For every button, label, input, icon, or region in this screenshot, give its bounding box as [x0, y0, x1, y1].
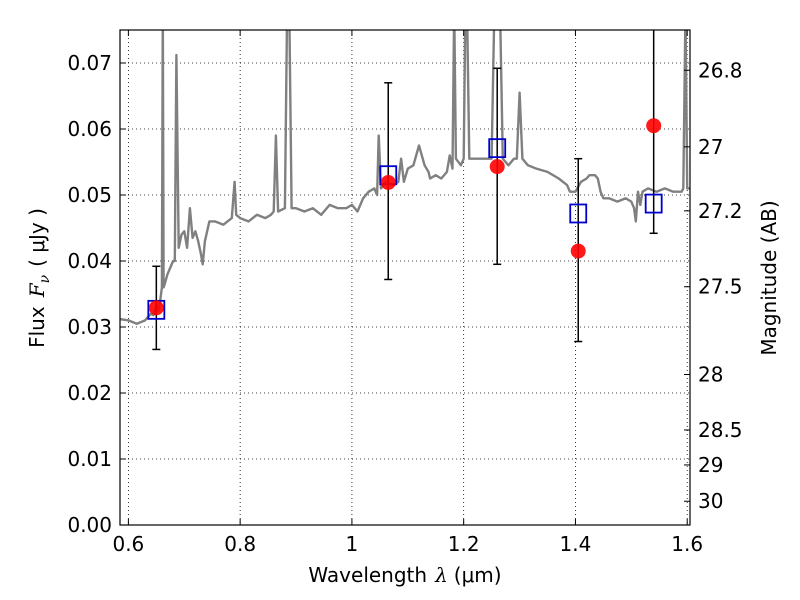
plot-layer [120, 30, 690, 325]
model-square [644, 193, 663, 214]
y-tick-label: 0.07 [67, 51, 112, 75]
y-axis-label-unit: ( μJy ) [25, 208, 49, 267]
y-tick-label: 0.06 [67, 117, 112, 141]
y2-tick-label: 30 [698, 489, 723, 513]
observed-point [489, 159, 505, 175]
model-square [488, 138, 507, 159]
y-axis-label-text: Flux [25, 306, 49, 348]
x-axis-label-text: Wavelength [308, 563, 427, 587]
y2-tick-label: 28.5 [698, 418, 743, 442]
y2-tick-label: 26.8 [698, 58, 743, 82]
y-tick-label: 0.02 [67, 381, 112, 405]
x-axis-label-symbol: λ [434, 563, 448, 587]
y2-tick-label: 28 [698, 363, 723, 387]
observed-point [380, 174, 396, 190]
x-axis-label: Wavelength λ (μm) [308, 563, 501, 587]
y-tick-label: 0.05 [67, 183, 112, 207]
x-tick-label: 0.8 [224, 532, 256, 556]
y2-tick-label: 29 [698, 453, 723, 477]
observed-point [570, 243, 586, 259]
y-tick-label: 0.04 [67, 249, 112, 273]
x-tick-label: 1.4 [560, 532, 592, 556]
y2-axis-label: Magnitude (AB) [757, 200, 781, 355]
y-axis-label-symbol: F [25, 282, 49, 298]
y-tick-label: 0.01 [67, 447, 112, 471]
x-tick-label: 1.6 [671, 532, 703, 556]
observed-point [646, 118, 662, 134]
x-axis-label-unit: (μm) [454, 563, 502, 587]
y2-tick-label: 27.2 [698, 199, 743, 223]
y-tick-label: 0.00 [67, 513, 112, 537]
marker-layer [147, 30, 663, 351]
y2-tick-label: 27.5 [698, 275, 743, 299]
tick-layer: 0.6 0.8 1 1.2 1.4 1.6 0.00 0.01 0.02 0.03 0.04 0.05… [67, 30, 743, 556]
model-square [569, 203, 588, 224]
plot-frame [119, 29, 691, 526]
x-tick-label: 0.6 [112, 532, 144, 556]
x-tick-label: 1 [346, 532, 359, 556]
y-axis-label: Flux Fν ( μJy ) [25, 208, 53, 348]
y-tick-label: 0.03 [67, 315, 112, 339]
spectrum-line [120, 30, 690, 325]
y-axis-label-subscript: ν [37, 274, 53, 283]
y2-tick-label: 27 [698, 135, 723, 159]
observed-point [148, 300, 164, 316]
x-tick-label: 1.2 [448, 532, 480, 556]
